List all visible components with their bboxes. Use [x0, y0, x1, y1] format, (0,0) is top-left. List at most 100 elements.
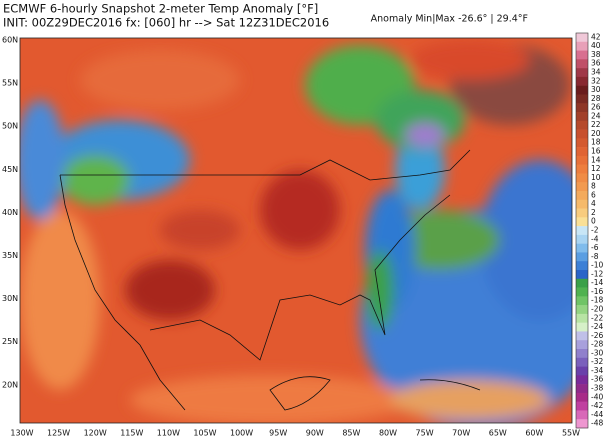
colorbar-label: 2 — [591, 208, 596, 217]
colorbar-swatch — [576, 261, 588, 271]
colorbar-swatch — [576, 41, 588, 51]
colorbar-label: -40 — [591, 392, 603, 401]
colorbar-swatch — [576, 173, 588, 183]
lat-label: 45N — [2, 165, 18, 174]
colorbar-label: -6 — [591, 243, 599, 252]
colorbar-swatch — [576, 226, 588, 236]
colorbar-swatch — [576, 217, 588, 227]
colorbar-swatch — [576, 375, 588, 385]
colorbar-label: 36 — [591, 59, 601, 68]
lon-label: 125W — [47, 429, 70, 438]
lat-label: 35N — [2, 251, 18, 260]
colorbar-label: -36 — [591, 375, 603, 384]
lat-label: 50N — [2, 122, 18, 131]
colorbar-swatch — [576, 164, 588, 174]
colorbar-label: 22 — [591, 120, 601, 129]
lon-label: 115W — [120, 429, 143, 438]
colorbar-swatch — [576, 94, 588, 104]
lon-label: 90W — [306, 429, 324, 438]
title: ECMWF 6-hourly Snapshot 2-meter Temp Ano… — [3, 2, 318, 16]
colorbar-swatch — [576, 401, 588, 411]
colorbar-swatch — [576, 331, 588, 341]
colorbar-swatch — [576, 243, 588, 253]
colorbar-label: 20 — [591, 129, 601, 138]
colorbar-label: -44 — [591, 410, 603, 419]
colorbar-label: -38 — [591, 384, 603, 393]
colorbar-swatch — [576, 322, 588, 332]
colorbar-label: 34 — [591, 68, 601, 77]
colorbar-swatch — [576, 313, 588, 323]
colorbar-swatch — [576, 384, 588, 394]
colorbar-swatch — [576, 296, 588, 306]
colorbar-label: 12 — [591, 164, 601, 173]
colorbar-swatch — [576, 392, 588, 402]
colorbar-swatch — [576, 199, 588, 209]
colorbar-label: 40 — [591, 41, 601, 50]
colorbar-swatch — [576, 305, 588, 315]
colorbar-swatch — [576, 419, 588, 429]
colorbar-swatch — [576, 85, 588, 95]
map-field — [20, 38, 572, 423]
colorbar-label: -48 — [591, 419, 603, 428]
colorbar-label: -42 — [591, 401, 603, 410]
lon-label: 100W — [230, 429, 253, 438]
colorbar-label: 6 — [591, 190, 596, 199]
lon-label: 75W — [416, 429, 434, 438]
colorbar-swatch — [576, 234, 588, 244]
colorbar-label: -14 — [591, 278, 603, 287]
colorbar-swatch — [576, 76, 588, 86]
colorbar-label: 0 — [591, 217, 596, 226]
colorbar-label: -28 — [591, 340, 603, 349]
lon-label: 130W — [10, 429, 33, 438]
colorbar-swatch — [576, 59, 588, 69]
colorbar-label: 38 — [591, 50, 601, 59]
colorbar-label: 30 — [591, 85, 601, 94]
colorbar-swatch — [576, 50, 588, 60]
colorbar-swatch — [576, 357, 588, 367]
lat-label: 25N — [2, 337, 18, 346]
subtitle: INIT: 00Z29DEC2016 fx: [060] hr --> Sat … — [3, 16, 329, 30]
colorbar-swatch — [576, 68, 588, 78]
colorbar-label: 4 — [591, 199, 596, 208]
lat-label: 60N — [2, 36, 18, 45]
colorbar-frame — [575, 32, 589, 429]
colorbar-label: 28 — [591, 94, 601, 103]
colorbar-swatch — [576, 340, 588, 350]
colorbar-label: -2 — [591, 226, 599, 235]
colorbar-label: -18 — [591, 296, 603, 305]
colorbar-label: -4 — [591, 234, 599, 243]
lon-label: 85W — [342, 429, 360, 438]
colorbar-label: -24 — [591, 322, 603, 331]
colorbar-label: 42 — [591, 32, 601, 41]
lat-label: 40N — [2, 208, 18, 217]
lat-label: 55N — [2, 79, 18, 88]
colorbar-label: -34 — [591, 366, 603, 375]
lat-label: 30N — [2, 294, 18, 303]
colorbar-swatch — [576, 208, 588, 218]
anomaly-blobs — [20, 40, 572, 423]
colorbar-label: -26 — [591, 331, 603, 340]
colorbar-label: 18 — [591, 138, 601, 147]
colorbar-swatch — [576, 191, 588, 201]
anomaly-range: Anomaly Min|Max -26.6° | 29.4°F — [371, 14, 528, 25]
lon-label: 55W — [562, 429, 580, 438]
colorbar-label: -22 — [591, 313, 603, 322]
colorbar-label: 16 — [591, 147, 601, 156]
colorbar-swatch — [576, 138, 588, 148]
colorbar-swatch — [576, 252, 588, 262]
map-frame — [19, 37, 573, 424]
colorbar-swatch — [576, 120, 588, 130]
colorbar-swatch — [576, 287, 588, 297]
colorbar-swatch — [576, 182, 588, 192]
lon-label: 110W — [157, 429, 180, 438]
colorbar-label: -8 — [591, 252, 599, 261]
colorbar-swatch — [576, 410, 588, 420]
colorbar-swatch — [576, 349, 588, 359]
lon-label: 105W — [193, 429, 216, 438]
colorbar-swatch — [576, 33, 588, 43]
lon-label: 70W — [452, 429, 470, 438]
colorbar-label: 26 — [591, 103, 601, 112]
colorbar-swatch — [576, 278, 588, 288]
